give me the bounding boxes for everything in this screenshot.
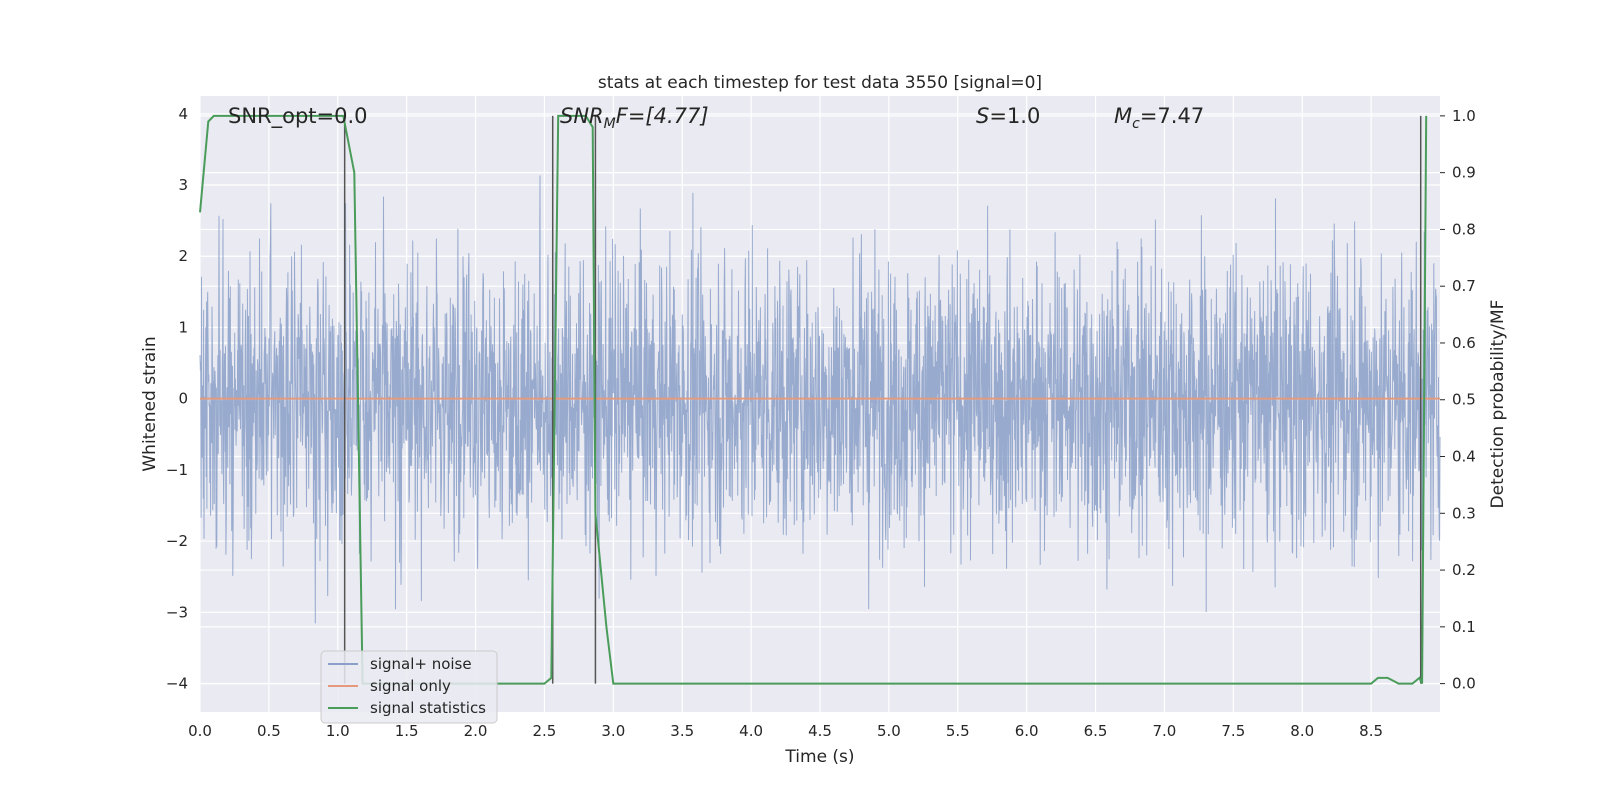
x-tick-label: 4.0 <box>739 722 763 740</box>
y-tick-label-left: −4 <box>166 675 188 693</box>
annotation-mc-rest: =7.47 <box>1140 104 1204 128</box>
y-tick-label-right: 0.9 <box>1452 164 1476 182</box>
x-tick-label: 6.5 <box>1084 722 1108 740</box>
x-tick-label: 0.0 <box>188 722 212 740</box>
y-tick-label-right: 0.4 <box>1452 448 1476 466</box>
x-tick-label: 8.5 <box>1359 722 1383 740</box>
x-axis-label: Time (s) <box>784 747 854 767</box>
y-tick-label-right: 0.0 <box>1452 675 1476 693</box>
y-tick-label-right: 0.8 <box>1452 220 1476 238</box>
y-tick-label-right: 0.5 <box>1452 391 1476 409</box>
legend: signal+ noise signal only signal statist… <box>320 650 498 724</box>
legend-box <box>320 650 498 724</box>
x-tick-label: 2.5 <box>533 722 557 740</box>
x-tick-label: 2.0 <box>464 722 488 740</box>
y-tick-label-left: −2 <box>166 532 188 550</box>
y-tick-label-right: 0.7 <box>1452 277 1476 295</box>
y-tick-label-right: 0.3 <box>1452 504 1476 522</box>
x-tick-label: 6.0 <box>1015 722 1039 740</box>
annotation-mc-sym: M <box>1114 104 1132 128</box>
series-signal-noise <box>199 175 1441 624</box>
annotation-snr-mf-sub: M <box>604 116 616 132</box>
annotation-snr-mf-sym: SNR <box>560 104 604 128</box>
y-tick-label-left: 4 <box>178 105 188 123</box>
legend-label-signal-statistics: signal statistics <box>370 699 486 717</box>
annotation-snr-mf-rest: F=[4.77] <box>616 104 709 128</box>
x-tick-label: 1.0 <box>326 722 350 740</box>
axis-ticks: 0.0 0.5 1.0 1.5 2.0 2.5 3.0 3.5 4.0 4.5 5.0 5.5 6.0 6… <box>166 105 1476 740</box>
x-tick-label: 8.0 <box>1290 722 1314 740</box>
y-tick-label-left: 0 <box>178 390 188 408</box>
annotation-mc: Mc=7.47 <box>1114 104 1204 132</box>
annotation-s-sym: S <box>976 104 989 128</box>
y-tick-label-left: −1 <box>166 461 188 479</box>
legend-label-signal-noise: signal+ noise <box>370 655 472 673</box>
annotation-mc-sub: c <box>1132 116 1140 132</box>
annotation-s-rest: =1.0 <box>989 104 1040 128</box>
y-axis-label-left: Whitened strain <box>140 336 160 471</box>
y-tick-label-left: 2 <box>178 247 188 265</box>
x-tick-label: 7.0 <box>1153 722 1177 740</box>
annotation-snr-mf: SNRMF=[4.77] <box>560 104 709 132</box>
x-tick-label: 5.5 <box>946 722 970 740</box>
annotation-snr-opt: SNR_opt=0.0 <box>228 104 368 129</box>
legend-label-signal-only: signal only <box>370 677 451 695</box>
y-tick-label-right: 0.1 <box>1452 618 1476 636</box>
annotation-s: S=1.0 <box>976 104 1040 128</box>
x-tick-label: 3.5 <box>670 722 694 740</box>
y-tick-label-left: 1 <box>178 318 188 336</box>
x-tick-label: 7.5 <box>1221 722 1245 740</box>
chart-title: stats at each timestep for test data 355… <box>598 73 1042 93</box>
y-tick-label-right: 1.0 <box>1452 107 1476 125</box>
y-tick-label-right: 0.6 <box>1452 334 1476 352</box>
y-tick-label-left: 3 <box>178 176 188 194</box>
y-tick-label-left: −3 <box>166 603 188 621</box>
series-signal-statistics <box>199 114 1428 685</box>
x-tick-label: 0.5 <box>257 722 281 740</box>
noise-trace <box>199 175 1441 624</box>
x-tick-label: 5.0 <box>877 722 901 740</box>
x-tick-label: 1.5 <box>395 722 419 740</box>
x-tick-label: 4.5 <box>808 722 832 740</box>
y-tick-label-right: 0.2 <box>1452 561 1476 579</box>
x-tick-label: 3.0 <box>601 722 625 740</box>
y-axis-label-right: Detection probability/MF <box>1488 300 1508 509</box>
